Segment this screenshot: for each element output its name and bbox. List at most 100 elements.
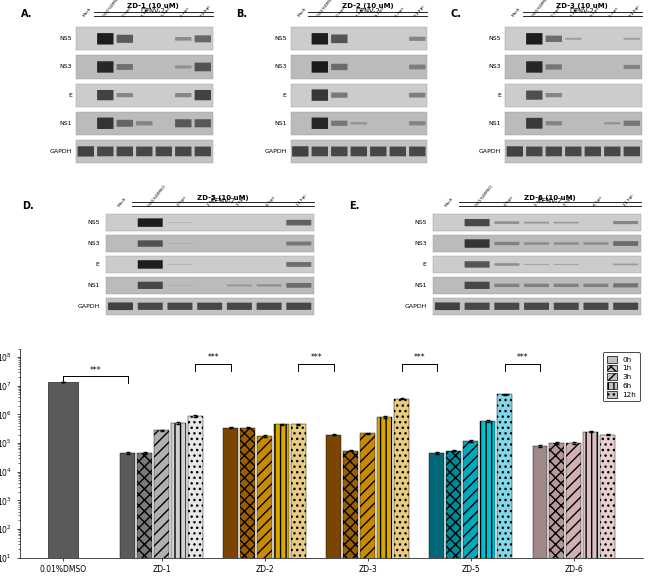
FancyBboxPatch shape xyxy=(194,35,211,42)
FancyBboxPatch shape xyxy=(623,146,640,156)
Text: GAPDH: GAPDH xyxy=(265,149,287,154)
FancyBboxPatch shape xyxy=(331,146,348,156)
Text: 3 hpi.: 3 hpi. xyxy=(375,6,386,18)
FancyBboxPatch shape xyxy=(155,146,172,156)
Text: NS5: NS5 xyxy=(414,220,426,225)
FancyBboxPatch shape xyxy=(97,90,114,101)
FancyBboxPatch shape xyxy=(350,146,367,156)
Text: NS1: NS1 xyxy=(489,121,501,125)
Bar xyxy=(497,394,512,581)
FancyBboxPatch shape xyxy=(138,282,162,289)
FancyBboxPatch shape xyxy=(584,242,608,245)
FancyBboxPatch shape xyxy=(116,120,133,127)
FancyBboxPatch shape xyxy=(227,303,252,310)
Text: 3 hpi.: 3 hpi. xyxy=(590,6,601,18)
FancyBboxPatch shape xyxy=(623,65,640,69)
Bar xyxy=(291,55,427,78)
FancyBboxPatch shape xyxy=(350,122,367,124)
FancyBboxPatch shape xyxy=(524,242,549,245)
Bar xyxy=(188,416,203,581)
FancyBboxPatch shape xyxy=(409,64,426,69)
Text: 0.01%DMSO: 0.01%DMSO xyxy=(147,184,167,207)
Text: NS5: NS5 xyxy=(60,37,72,41)
Text: E: E xyxy=(283,92,287,98)
FancyBboxPatch shape xyxy=(138,260,162,268)
FancyBboxPatch shape xyxy=(97,61,114,73)
Text: 12 hpi.: 12 hpi. xyxy=(296,193,308,207)
FancyBboxPatch shape xyxy=(175,93,192,97)
FancyBboxPatch shape xyxy=(495,242,519,245)
Text: ZD-2 (10 uM): ZD-2 (10 uM) xyxy=(342,3,393,9)
FancyBboxPatch shape xyxy=(168,264,192,265)
FancyBboxPatch shape xyxy=(526,91,543,100)
Bar xyxy=(76,84,213,107)
Bar xyxy=(240,428,255,581)
FancyBboxPatch shape xyxy=(175,37,192,41)
Text: E: E xyxy=(96,262,99,267)
FancyBboxPatch shape xyxy=(584,146,601,156)
Text: E: E xyxy=(68,92,72,98)
Text: NS3: NS3 xyxy=(87,241,99,246)
Text: NS5: NS5 xyxy=(489,37,501,41)
Bar xyxy=(106,256,314,273)
Text: ZD-3 (10 uM): ZD-3 (10 uM) xyxy=(556,3,608,9)
FancyBboxPatch shape xyxy=(545,64,562,70)
Text: 1 hpi.: 1 hpi. xyxy=(570,6,581,18)
Bar xyxy=(291,425,306,581)
Bar xyxy=(432,277,640,294)
FancyBboxPatch shape xyxy=(116,93,133,97)
Bar xyxy=(343,451,358,581)
Bar xyxy=(291,112,427,135)
FancyBboxPatch shape xyxy=(138,218,162,227)
FancyBboxPatch shape xyxy=(389,146,406,156)
FancyBboxPatch shape xyxy=(526,146,543,156)
Text: 3 hpi.: 3 hpi. xyxy=(563,195,574,207)
FancyBboxPatch shape xyxy=(604,146,621,156)
Bar xyxy=(154,431,169,581)
FancyBboxPatch shape xyxy=(545,93,562,97)
FancyBboxPatch shape xyxy=(194,146,211,156)
Legend: 0h, 1h, 3h, 6h, 12h: 0h, 1h, 3h, 6h, 12h xyxy=(603,352,640,401)
Bar xyxy=(463,441,478,581)
Text: GAPDH: GAPDH xyxy=(77,304,99,309)
FancyBboxPatch shape xyxy=(409,121,426,125)
Bar xyxy=(377,417,392,581)
Bar xyxy=(106,277,314,294)
FancyBboxPatch shape xyxy=(168,243,192,244)
FancyBboxPatch shape xyxy=(108,303,133,310)
Text: 1 hpi.: 1 hpi. xyxy=(207,195,217,207)
FancyBboxPatch shape xyxy=(623,121,640,126)
Text: NS3: NS3 xyxy=(274,64,287,70)
Text: Mock: Mock xyxy=(118,196,127,207)
Text: 3 hpi.: 3 hpi. xyxy=(161,6,172,18)
Bar xyxy=(48,382,78,581)
Text: 6 hpi.: 6 hpi. xyxy=(395,6,406,18)
Text: DENV-2: DENV-2 xyxy=(211,198,235,204)
FancyBboxPatch shape xyxy=(584,303,608,310)
Bar xyxy=(505,27,642,51)
Text: 1 hpi.: 1 hpi. xyxy=(534,195,544,207)
Text: E: E xyxy=(497,92,501,98)
Bar xyxy=(447,451,461,581)
Bar xyxy=(76,55,213,78)
FancyBboxPatch shape xyxy=(287,303,311,310)
Text: ZD-1 (10 uM): ZD-1 (10 uM) xyxy=(127,3,179,9)
Text: Mock: Mock xyxy=(444,196,454,207)
FancyBboxPatch shape xyxy=(77,146,94,156)
Text: 12 hpi.: 12 hpi. xyxy=(414,3,426,18)
FancyBboxPatch shape xyxy=(287,220,311,225)
Text: 0.01%DMSO: 0.01%DMSO xyxy=(531,0,551,18)
Bar xyxy=(76,140,213,163)
Text: DENV-2: DENV-2 xyxy=(355,8,380,14)
FancyBboxPatch shape xyxy=(613,241,638,246)
FancyBboxPatch shape xyxy=(287,262,311,267)
Bar xyxy=(257,436,272,581)
Text: GAPDH: GAPDH xyxy=(50,149,72,154)
Text: DENV-2: DENV-2 xyxy=(140,8,166,14)
FancyBboxPatch shape xyxy=(584,284,608,287)
FancyBboxPatch shape xyxy=(524,264,549,265)
Text: ***: *** xyxy=(90,366,101,375)
Text: A.: A. xyxy=(21,9,32,19)
FancyBboxPatch shape xyxy=(311,33,328,45)
FancyBboxPatch shape xyxy=(524,222,549,224)
